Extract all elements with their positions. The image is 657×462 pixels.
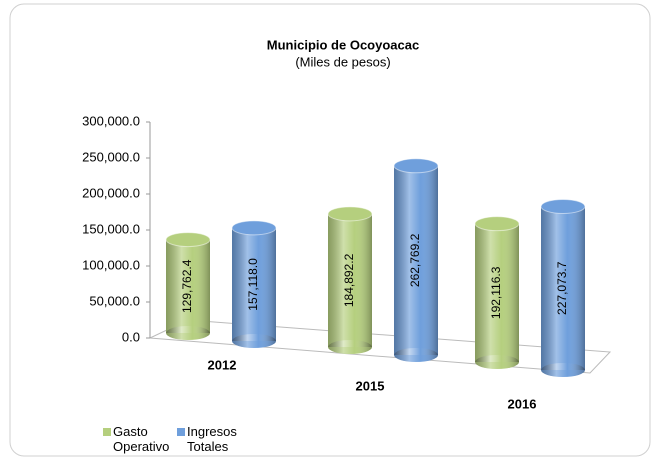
bar-shade [166,239,210,333]
cylinder-top [327,206,373,222]
cylinder-top [474,216,520,232]
cylinder: 262,769.2 [393,158,439,362]
x-tick-label: 2016 [508,396,537,411]
legend-swatch [103,428,111,436]
x-tick-label: 2012 [208,357,237,372]
bar-shade [541,206,585,370]
cylinder-top [540,199,586,215]
cylinder: 129,762.4 [165,232,211,340]
chart-subtitle: (Miles de pesos) [295,54,390,69]
y-tick-label: 150,000.0 [82,221,140,236]
value-label: 184,892.2 [342,253,356,307]
cylinder: 184,892.2 [327,206,373,354]
y-tick-label: 250,000.0 [82,149,140,164]
cylinder: 157,118.0 [231,220,277,348]
bar-shade [394,165,438,355]
bar-shade [232,227,276,341]
value-label: 262,769.2 [408,233,422,287]
value-label: 192,116.3 [489,266,503,319]
legend-label: Gasto Operativo [113,424,170,454]
cylinder: 192,116.3 [474,216,520,369]
x-tick-label: 2015 [356,378,385,393]
chart-title: Municipio de Ocoyoacac [267,37,419,52]
legend-swatch [177,428,185,436]
bar-shade [475,223,519,362]
value-label: 227,073.7 [555,261,569,315]
y-tick-label: 100,000.0 [82,257,140,272]
legend-label: Ingresos Totales [187,424,237,454]
cylinder-top [231,220,277,236]
y-tick-label: 300,000.0 [82,113,140,128]
value-label: 129,762.4 [180,259,194,313]
value-label: 157,118.0 [246,258,260,311]
bar-shade [328,213,372,347]
cylinder: 227,073.7 [540,199,586,377]
cylinder-top [165,232,211,248]
y-tick-label: 50,000.0 [89,293,140,308]
y-tick-label: 0.0 [122,329,140,344]
y-tick-label: 200,000.0 [82,185,140,200]
cylinder-top [393,158,439,174]
